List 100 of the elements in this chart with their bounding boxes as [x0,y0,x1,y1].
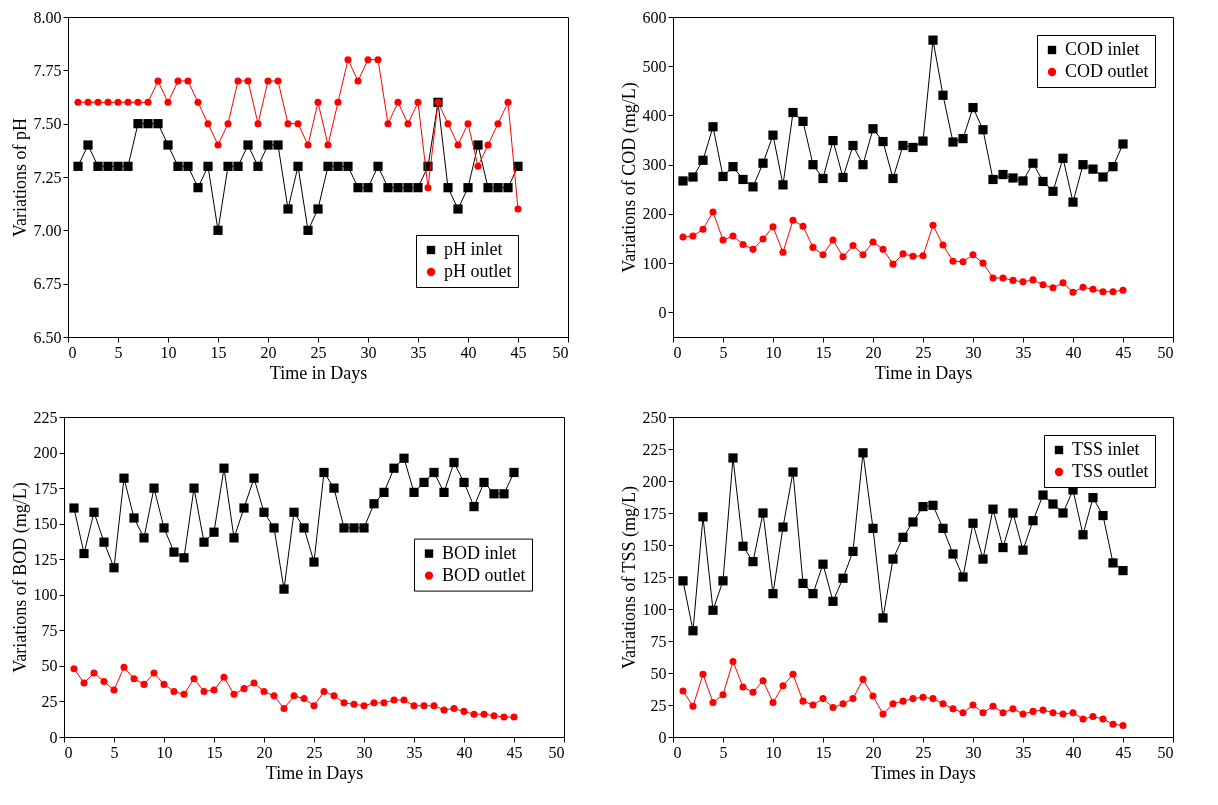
x-tick-label: 35 [406,743,423,761]
point [848,140,858,151]
point [239,503,249,513]
point [300,695,308,703]
point [289,507,299,517]
point [939,700,947,708]
point [93,161,103,171]
x-tick-label: 15 [815,743,832,761]
point [340,699,348,707]
point [758,158,768,168]
point [133,119,143,129]
x-tick-label: 40 [1065,343,1082,361]
point [809,243,817,251]
point [858,160,868,170]
point [859,251,867,259]
y-tick-label: 7.00 [33,221,62,239]
point [509,467,519,478]
point [1018,176,1028,186]
point [353,183,363,193]
point [350,700,358,708]
point [243,140,253,150]
point [500,713,508,721]
point [1079,283,1087,291]
x-tick-label: 5 [719,743,728,761]
point [489,489,499,499]
point [1048,499,1058,509]
point [453,204,463,214]
x-tick-label: 5 [114,343,123,361]
point [409,487,419,497]
point [798,116,808,126]
point [858,448,868,458]
point [989,702,997,710]
point [988,504,998,514]
point [410,702,418,710]
point [384,120,392,128]
point [888,173,898,184]
point [919,252,927,260]
point [948,137,958,147]
point [908,517,918,527]
point [110,686,118,694]
point [989,274,997,282]
point [749,245,757,253]
y-axis-title: Variations of pH [9,118,30,237]
point [219,463,229,473]
point [689,232,697,240]
point [259,507,269,517]
point [778,522,788,532]
point [1009,705,1017,713]
point [329,483,339,493]
point [470,710,478,718]
y-axis-title: Variations of TSS (mg/L) [618,485,640,670]
point [1079,715,1087,723]
point [119,473,129,483]
legend-label: COD inlet [1065,39,1140,59]
point [778,180,788,190]
point [449,457,459,468]
point [484,141,492,149]
x-tick-label: 20 [256,743,273,761]
point [89,507,99,517]
point [958,572,968,582]
point [390,696,398,704]
point [299,523,309,533]
point [719,236,727,244]
point [100,678,108,686]
point [958,133,968,144]
point [919,693,927,701]
y-tick-label: 125 [642,568,667,586]
point [190,675,198,683]
point [140,680,148,688]
point [153,119,163,129]
point [768,130,778,140]
point [749,688,757,696]
x-tick-label: 35 [410,343,427,361]
point [224,120,232,128]
point [204,120,212,128]
legend-label: TSS inlet [1072,439,1140,459]
y-tick-label: 150 [33,515,58,533]
x-axis-title: Time in Days [265,762,364,783]
point [463,183,473,193]
point [969,251,977,259]
point [1118,565,1128,576]
point [828,596,838,606]
point [949,257,957,265]
y-tick-label: 7.25 [33,168,62,186]
point [330,692,338,700]
point [274,77,282,85]
x-tick-label: 25 [915,743,932,761]
point [929,221,937,229]
y-tick-label: 200 [642,472,667,490]
point [344,56,352,64]
point [130,675,138,683]
point [79,548,89,559]
point [443,183,453,193]
point [83,140,93,150]
point [689,702,697,710]
point [829,704,837,712]
point [120,663,128,671]
point [1028,516,1038,526]
point [404,120,412,128]
point [360,702,368,710]
